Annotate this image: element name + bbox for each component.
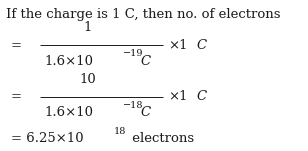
Text: electrons: electrons — [128, 132, 194, 145]
Text: = 6.25×10: = 6.25×10 — [11, 132, 83, 145]
Text: C: C — [140, 55, 150, 68]
Text: ×1: ×1 — [168, 90, 187, 103]
Text: 1.6×10: 1.6×10 — [45, 106, 94, 119]
Text: =: = — [11, 90, 22, 103]
Text: −18: −18 — [123, 101, 144, 110]
Text: C: C — [197, 90, 207, 103]
Text: 18: 18 — [114, 127, 126, 136]
Text: C: C — [140, 106, 150, 119]
Text: 10: 10 — [79, 73, 96, 86]
Text: ×1: ×1 — [168, 39, 187, 52]
Text: =: = — [11, 39, 22, 52]
Text: −19: −19 — [123, 49, 144, 58]
Text: 1.6×10: 1.6×10 — [45, 55, 94, 68]
Text: If the charge is 1 C, then no. of electrons: If the charge is 1 C, then no. of electr… — [6, 8, 281, 21]
Text: 1: 1 — [83, 21, 92, 34]
Text: C: C — [197, 39, 207, 52]
